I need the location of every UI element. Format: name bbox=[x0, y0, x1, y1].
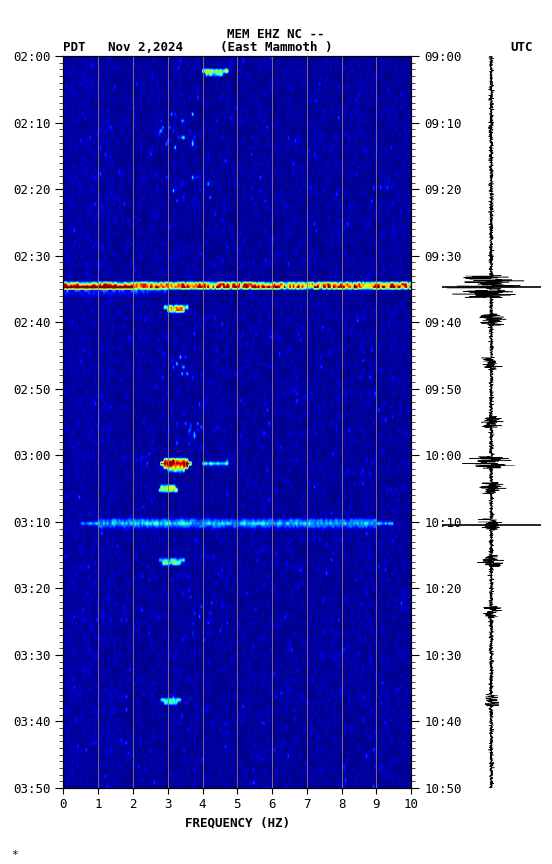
Text: (East Mammoth ): (East Mammoth ) bbox=[220, 41, 332, 54]
Text: PDT   Nov 2,2024: PDT Nov 2,2024 bbox=[63, 41, 183, 54]
X-axis label: FREQUENCY (HZ): FREQUENCY (HZ) bbox=[185, 817, 290, 830]
Text: MEM EHZ NC --: MEM EHZ NC -- bbox=[227, 28, 325, 41]
Text: *: * bbox=[11, 849, 18, 860]
Text: UTC: UTC bbox=[510, 41, 533, 54]
